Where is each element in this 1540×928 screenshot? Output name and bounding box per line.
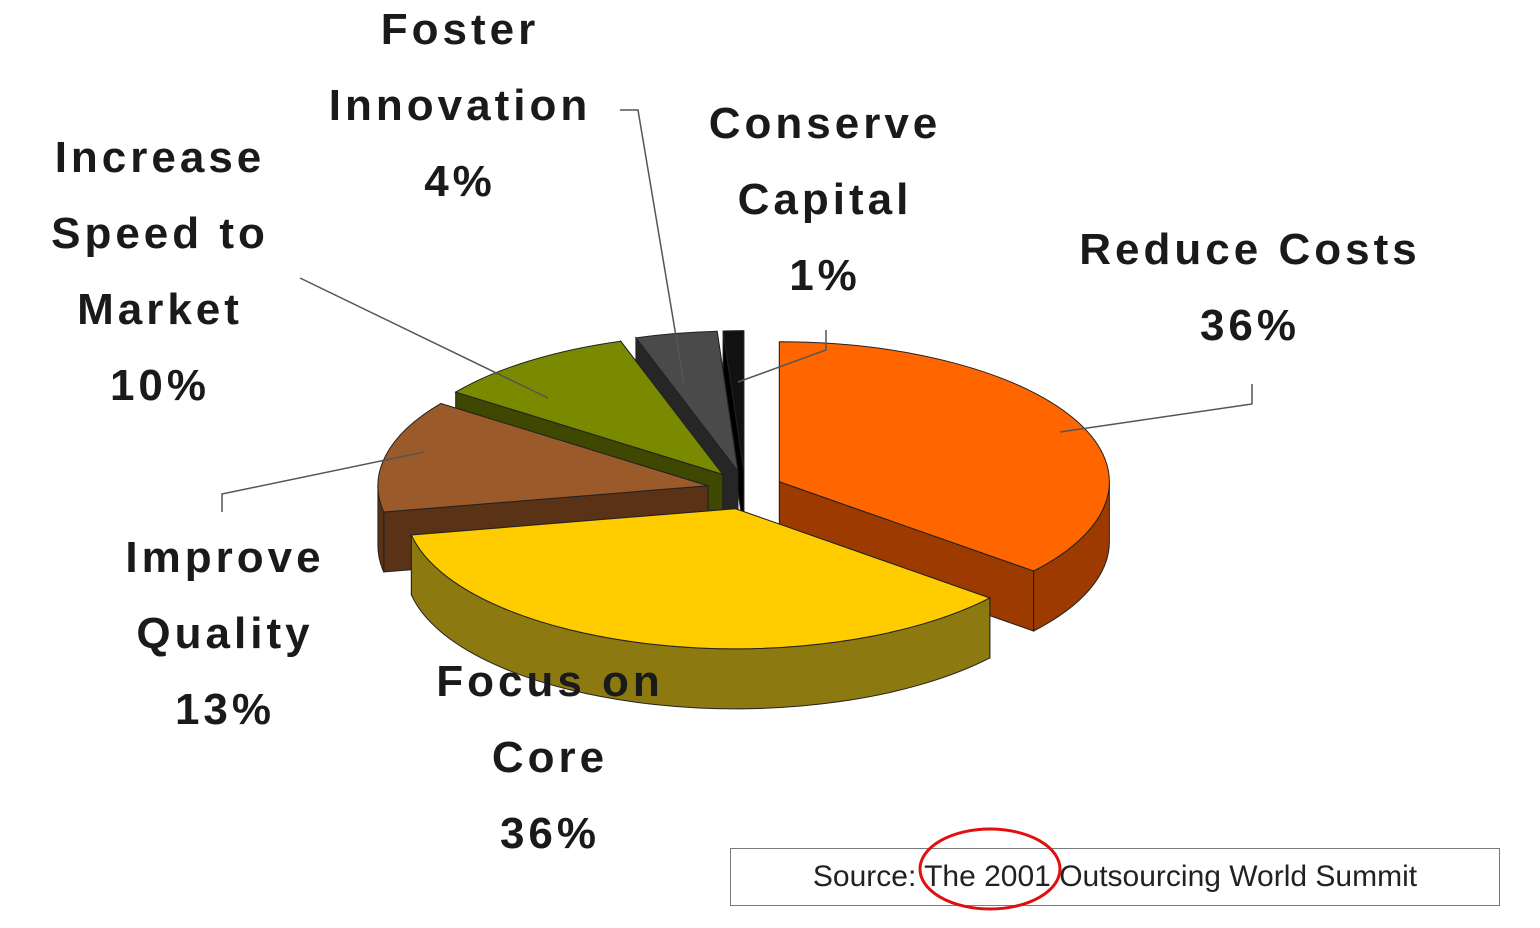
leader-line-increase-speed — [299, 277, 549, 399]
leader-line-foster-innovation — [620, 109, 685, 385]
label-focus-on-core: Focus on Core 36% — [436, 657, 664, 858]
pie-slice-conserve-capital — [722, 330, 745, 531]
label-improve-quality: Improve Quality 13% — [125, 533, 325, 734]
label-conserve-capital: Conserve Capital 1% — [708, 99, 942, 300]
pie-slice-top-reduce-costs — [778, 341, 1110, 572]
leader-line-reduce-costs — [1059, 384, 1253, 433]
pie-slice-focus-on-core — [410, 508, 992, 710]
pie-slice-top-improve-quality — [377, 402, 709, 513]
source-caption: Source: The 2001 Outsourcing World Summi… — [730, 848, 1500, 906]
pie-slice-top-increase-speed-to-market — [454, 340, 725, 476]
pie-slice-top-conserve-capital — [722, 330, 745, 471]
label-foster-innovation: Foster Innovation 4% — [328, 5, 592, 206]
pie-slice-top-focus-on-core — [410, 508, 992, 650]
label-reduce-costs: Reduce Costs 36% — [1079, 225, 1421, 350]
leader-line-improve-quality — [221, 451, 425, 512]
label-increase-speed: Increase Speed to Market 10% — [51, 133, 269, 410]
leader-line-conserve-capital — [737, 330, 827, 383]
source-text: Source: The 2001 Outsourcing World Summi… — [812, 860, 1418, 893]
